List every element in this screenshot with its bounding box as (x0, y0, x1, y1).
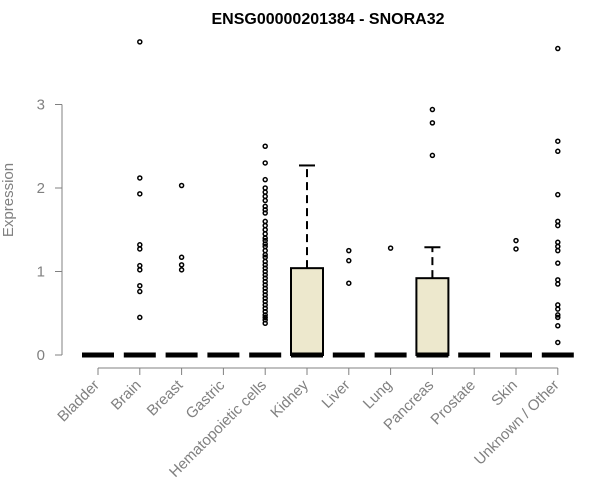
box-group (123, 39, 156, 358)
x-tick-label: Liver (319, 377, 354, 412)
outlier-point (137, 262, 143, 269)
outlier-point (178, 267, 185, 273)
box (290, 267, 324, 356)
x-tick-label: Kidney (267, 376, 312, 421)
box-group (500, 237, 532, 358)
outlier-point (262, 312, 268, 318)
outlier-point (262, 176, 268, 183)
outlier-point (262, 185, 268, 191)
outlier-point (137, 314, 143, 321)
y-tick-label: 2 (37, 180, 45, 197)
box-group (541, 45, 574, 358)
x-tick-label: Prostate (427, 377, 479, 429)
box-group (374, 245, 407, 358)
outlier-point (513, 246, 519, 252)
outlier-point (262, 320, 268, 327)
outlier-point (262, 231, 268, 237)
outlier-point (137, 288, 143, 295)
outlier-point (555, 239, 561, 246)
outlier-point (346, 280, 352, 286)
outlier-point (429, 106, 436, 113)
outlier-point (555, 306, 561, 312)
outlier-point (513, 237, 519, 244)
outlier-point (262, 222, 268, 229)
outlier-point (262, 189, 268, 195)
outlier-point (429, 152, 436, 159)
y-axis-label: Expression (0, 163, 17, 237)
chart-title: ENSG00000201384 - SNORA32 (211, 11, 444, 28)
outlier-point (262, 197, 268, 204)
outlier-point (262, 241, 268, 247)
box-group (249, 143, 282, 358)
outlier-point (137, 242, 143, 248)
box-group (332, 247, 365, 358)
outlier-point (555, 323, 561, 329)
x-tick-label: Bladder (54, 377, 103, 426)
outlier-point (137, 175, 143, 181)
outlier-point (262, 235, 268, 241)
box-group (290, 164, 324, 358)
outlier-point (137, 39, 143, 45)
outlier-point (346, 257, 352, 264)
outlier-point (178, 254, 185, 261)
y-axis: 0 1 2 3 (37, 97, 63, 364)
x-tick-label: Lung (360, 377, 396, 413)
x-tick-label: Breast (144, 376, 187, 419)
plot-area (82, 39, 574, 358)
outlier-point (178, 262, 185, 268)
outlier-point (429, 120, 436, 126)
outlier-point (555, 138, 561, 144)
outlier-point (262, 252, 268, 258)
outlier-point (555, 218, 561, 225)
outlier-point (555, 148, 561, 155)
outlier-point (555, 277, 561, 283)
box-group (415, 106, 450, 358)
y-tick-label: 0 (37, 347, 45, 364)
outlier-point (262, 160, 268, 166)
outlier-point (555, 191, 561, 198)
outlier-point (178, 182, 185, 189)
outlier-point (555, 314, 561, 321)
box (415, 277, 450, 356)
outlier-point (262, 227, 268, 233)
outlier-point (262, 314, 268, 321)
box-group (165, 182, 198, 358)
outlier-point (262, 193, 268, 200)
outlier-point (555, 243, 561, 250)
outlier-point (137, 282, 143, 289)
y-tick-label: 3 (37, 97, 45, 114)
outlier-point (555, 260, 561, 266)
outlier-point (262, 218, 268, 225)
outlier-point (262, 247, 268, 254)
outlier-point (555, 222, 561, 229)
y-tick-label: 1 (37, 264, 45, 281)
x-tick-label: Brain (108, 377, 145, 414)
outlier-point (346, 247, 352, 254)
outlier-point (262, 210, 268, 216)
outlier-point (387, 245, 394, 251)
outlier-point (555, 302, 561, 308)
outlier-point (555, 45, 561, 52)
outlier-point (262, 143, 268, 149)
outlier-point (137, 191, 143, 197)
outlier-point (137, 246, 143, 252)
x-tick-label: Skin (488, 377, 521, 410)
outlier-point (555, 339, 561, 346)
outlier-point (555, 247, 561, 254)
outlier-point (555, 312, 561, 318)
outlier-point (555, 281, 561, 287)
outlier-point (137, 267, 143, 273)
